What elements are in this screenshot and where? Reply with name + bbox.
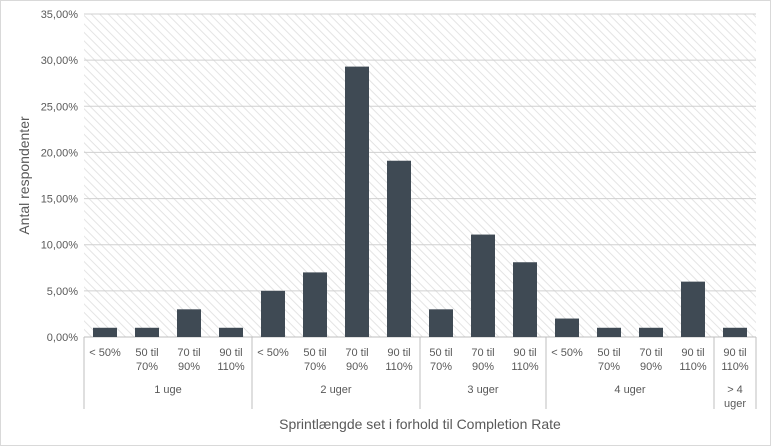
bar [429,309,453,337]
group-label: uger [724,398,746,410]
category-label: 110% [679,361,707,373]
bar [261,290,285,337]
category-label: < 50% [551,347,583,359]
bar [513,262,537,337]
bar [219,327,243,337]
bar [723,327,747,337]
category-label: 70% [136,361,158,373]
category-label: 90 til [513,347,536,359]
y-tick-label: 0,00% [47,332,78,344]
bar [345,66,369,338]
y-tick-label: 10,00% [41,240,79,252]
bar [135,327,159,337]
y-tick-label: 30,00% [41,55,79,67]
category-label: 70% [430,361,452,373]
category-label: 50 til [303,347,326,359]
y-axis-title: Antal respondenter [16,116,32,235]
bar [555,318,579,337]
bar [471,234,495,337]
bar [639,327,663,337]
category-label: 90% [346,361,368,373]
category-label: < 50% [89,347,121,359]
category-label: 90% [178,361,200,373]
group-label: > 4 [727,384,743,396]
group-label: 2 uger [320,384,352,396]
bar [177,309,201,337]
category-label: 110% [385,361,413,373]
category-label: 90 til [219,347,242,359]
category-label: < 50% [257,347,289,359]
category-label: 110% [721,361,749,373]
y-tick-label: 25,00% [41,101,79,113]
category-label: 110% [511,361,539,373]
category-label: 50 til [429,347,452,359]
category-label: 90% [472,361,494,373]
y-tick-label: 5,00% [47,286,78,298]
category-label: 70 til [471,347,494,359]
category-label: 70 til [639,347,662,359]
category-label: 90 til [387,347,410,359]
bar [387,160,411,337]
category-label: 110% [217,361,245,373]
bar [93,327,117,337]
category-label: 70% [304,361,326,373]
category-label: 90 til [681,347,704,359]
y-tick-label: 15,00% [41,194,79,206]
bar [303,272,327,337]
category-label: 90 til [723,347,746,359]
plot-area [84,14,756,337]
category-label: 90% [640,361,662,373]
y-tick-label: 35,00% [41,9,79,21]
category-label: 50 til [135,347,158,359]
group-label: 1 uge [154,384,182,396]
category-label: 50 til [597,347,620,359]
x-axis-title: Sprintlængde set i forhold til Completio… [279,416,561,432]
category-label: 70% [598,361,620,373]
group-label: 3 uger [467,384,499,396]
bar [681,281,705,337]
y-tick-label: 20,00% [41,147,79,159]
group-label: 4 uger [614,384,646,396]
category-label: 70 til [177,347,200,359]
category-label: 70 til [345,347,368,359]
bar [597,327,621,337]
